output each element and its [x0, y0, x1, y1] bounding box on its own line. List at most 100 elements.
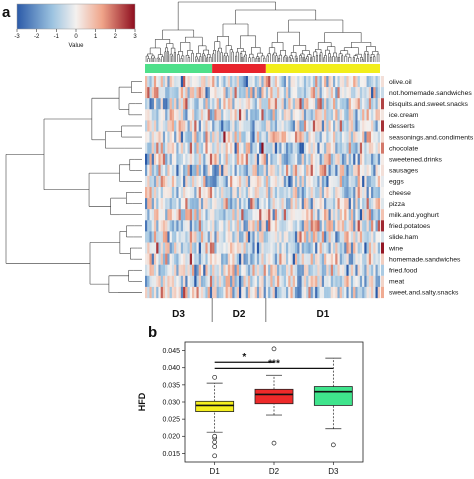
heatmap-cell [160, 286, 164, 299]
heatmap-cell [288, 153, 291, 165]
heatmap-cell [348, 264, 352, 276]
heatmap-cell [225, 187, 228, 199]
heatmap-cell [241, 231, 244, 243]
heatmap-cell [270, 264, 273, 276]
heatmap-cell [272, 286, 275, 299]
heatmap-cell [268, 164, 271, 177]
heatmap-cell [377, 209, 381, 221]
heatmap-cell [270, 164, 273, 177]
heatmap-cell [366, 109, 369, 121]
heatmap-cell [192, 153, 195, 165]
box-d2 [254, 346, 294, 446]
heatmap-cell [346, 109, 349, 121]
heatmap-cell [274, 187, 278, 199]
heatmap-cell [368, 98, 372, 110]
heatmap-cell [245, 242, 249, 254]
heatmap-cell [207, 242, 211, 254]
heatmap-cell [274, 220, 278, 232]
heatmap-cell [221, 264, 224, 276]
heatmap-cell [247, 231, 251, 243]
heatmap-cell [292, 275, 296, 288]
heatmap-cell [265, 98, 269, 110]
heatmap-cell [200, 286, 204, 299]
heatmap-cell [162, 209, 166, 221]
heatmap-cell [364, 242, 367, 254]
heatmap-cell [299, 231, 302, 243]
heatmap-cell [230, 275, 233, 288]
heatmap-cell [162, 153, 166, 165]
heatmap-cell [294, 98, 298, 110]
heatmap-cell [145, 198, 148, 210]
heatmap-cell [145, 231, 148, 243]
heatmap-cell [279, 131, 282, 143]
heatmap-cell [263, 142, 267, 154]
heatmap-cell [149, 142, 152, 154]
heatmap-cell [308, 242, 311, 254]
heatmap-cell [319, 98, 322, 110]
heatmap-cell [218, 264, 222, 276]
heatmap-cell [294, 242, 298, 254]
heatmap-cell [209, 153, 213, 165]
heatmap-cell [223, 187, 226, 199]
heatmap-cell [297, 164, 300, 177]
heatmap-cell [207, 253, 211, 265]
heatmap-cell [326, 164, 329, 177]
heatmap-cell [196, 120, 199, 132]
heatmap-cell [207, 131, 211, 143]
heatmap-cell [265, 286, 269, 299]
heatmap-cell [290, 87, 293, 99]
heatmap-cell [209, 109, 213, 121]
heatmap-cell [350, 231, 354, 243]
heatmap-cell [174, 275, 177, 288]
heatmap-cell [230, 175, 233, 188]
heatmap-cell [252, 76, 255, 88]
heatmap-cell [328, 175, 331, 188]
heatmap-cell [286, 231, 289, 243]
heatmap-cell [158, 198, 161, 210]
heatmap-cell [324, 120, 327, 132]
heatmap-cell [346, 98, 349, 110]
heatmap-cell [277, 220, 280, 232]
heatmap-cell [230, 286, 233, 299]
heatmap-cell [149, 275, 152, 288]
heatmap-cell [301, 220, 305, 232]
heatmap-cell [357, 220, 361, 232]
heatmap-cell [203, 275, 206, 288]
heatmap-cell [308, 120, 311, 132]
heatmap-cell [185, 286, 188, 299]
heatmap-cell [310, 120, 314, 132]
heatmap-cell [205, 109, 208, 121]
heatmap-cell [353, 198, 356, 210]
heatmap-cell [160, 98, 164, 110]
heatmap-cell [261, 253, 264, 265]
heatmap-cell [337, 231, 340, 243]
heatmap-cell [241, 164, 244, 177]
heatmap-cell [281, 275, 284, 288]
heatmap-cell [330, 153, 334, 165]
heatmap-cell [308, 87, 311, 99]
heatmap-cell [268, 153, 271, 165]
heatmap-cell [212, 109, 215, 121]
heatmap-cell [239, 98, 242, 110]
row-side-color [381, 187, 384, 199]
heatmap-cell [205, 187, 208, 199]
heatmap-cell [200, 253, 204, 265]
heatmap-cell [366, 231, 369, 243]
heatmap-cell [218, 142, 222, 154]
heatmap-cell [368, 275, 372, 288]
heatmap-cell [272, 109, 275, 121]
heatmap-cell [205, 198, 208, 210]
heatmap-cell [245, 98, 249, 110]
heatmap-cell [250, 275, 253, 288]
heatmap-cell [274, 109, 278, 121]
heatmap-cell [171, 164, 175, 177]
heatmap-cell [162, 253, 166, 265]
heatmap-cell [274, 164, 278, 177]
heatmap-cell [326, 120, 329, 132]
heatmap-cell [265, 76, 269, 88]
heatmap-cell [209, 142, 213, 154]
heatmap-cell [227, 98, 231, 110]
heatmap-cell [259, 76, 262, 88]
heatmap-cell [353, 187, 356, 199]
heatmap-cell [373, 76, 376, 88]
